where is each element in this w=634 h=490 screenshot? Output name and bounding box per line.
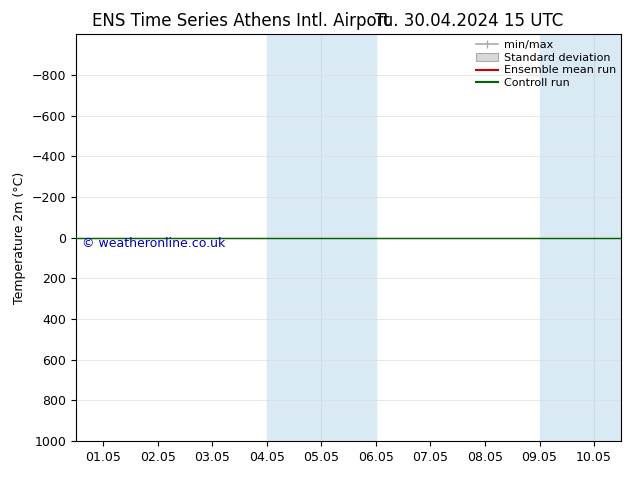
Text: © weatheronline.co.uk: © weatheronline.co.uk [82, 237, 225, 250]
Legend: min/max, Standard deviation, Ensemble mean run, Controll run: min/max, Standard deviation, Ensemble me… [474, 38, 618, 91]
Text: Tu. 30.04.2024 15 UTC: Tu. 30.04.2024 15 UTC [375, 12, 563, 30]
Text: ENS Time Series Athens Intl. Airport: ENS Time Series Athens Intl. Airport [92, 12, 390, 30]
Bar [267, 34, 376, 441]
Y-axis label: Temperature 2m (°C): Temperature 2m (°C) [13, 172, 26, 304]
Bar [540, 34, 621, 441]
